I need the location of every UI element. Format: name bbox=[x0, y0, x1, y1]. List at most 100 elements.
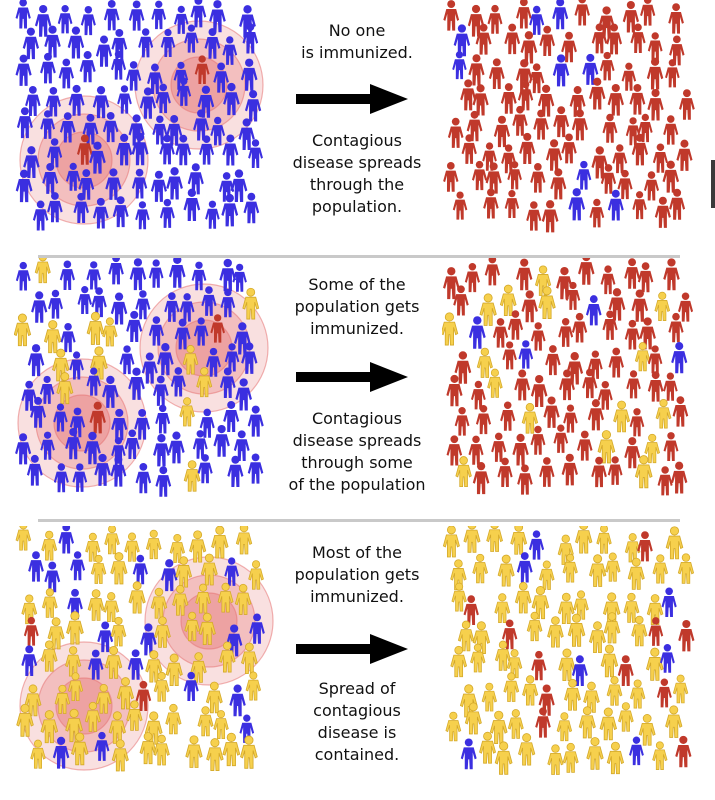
person-icon bbox=[166, 167, 183, 200]
person-icon bbox=[28, 551, 44, 582]
person-icon bbox=[34, 4, 52, 37]
person-icon bbox=[617, 169, 633, 200]
person-icon bbox=[571, 109, 588, 141]
person-icon bbox=[543, 396, 560, 428]
person-icon bbox=[452, 191, 468, 220]
person-icon bbox=[489, 710, 508, 744]
person-icon bbox=[40, 640, 58, 672]
person-icon bbox=[647, 371, 664, 402]
person-icon bbox=[606, 741, 625, 775]
person-icon bbox=[481, 682, 497, 712]
person-icon bbox=[517, 80, 534, 111]
person-icon bbox=[652, 554, 669, 584]
person-icon bbox=[510, 526, 528, 555]
person-icon bbox=[241, 342, 258, 374]
person-icon bbox=[499, 284, 517, 316]
person-icon bbox=[48, 289, 63, 319]
person-icon bbox=[460, 738, 477, 770]
population-before-panel bbox=[14, 0, 274, 250]
person-icon bbox=[591, 456, 607, 488]
person-icon bbox=[631, 289, 649, 322]
person-icon bbox=[676, 139, 693, 171]
scenario-no-immunization: No one is immunized. Contagious disease … bbox=[0, 0, 715, 255]
person-icon bbox=[124, 429, 140, 459]
person-icon bbox=[486, 526, 503, 552]
person-icon bbox=[124, 532, 140, 562]
person-icon bbox=[637, 531, 653, 562]
person-icon bbox=[533, 109, 549, 140]
person-icon bbox=[672, 674, 689, 704]
person-icon bbox=[626, 370, 641, 399]
person-icon bbox=[599, 51, 615, 81]
person-icon bbox=[43, 320, 62, 354]
person-icon bbox=[602, 310, 618, 340]
person-icon bbox=[494, 741, 513, 775]
population-after-panel bbox=[442, 258, 702, 516]
person-icon bbox=[558, 648, 576, 682]
person-icon bbox=[600, 644, 619, 678]
person-icon bbox=[195, 583, 212, 614]
person-icon bbox=[634, 455, 653, 489]
person-icon bbox=[119, 345, 135, 375]
person-icon bbox=[521, 290, 538, 323]
person-icon bbox=[148, 316, 164, 346]
person-icon bbox=[152, 375, 169, 406]
person-icon bbox=[91, 287, 107, 318]
person-icon bbox=[210, 116, 226, 146]
person-icon bbox=[553, 106, 570, 138]
person-icon bbox=[629, 408, 645, 437]
person-icon bbox=[116, 677, 135, 710]
before-caption: Some of the population gets immunized. bbox=[294, 275, 420, 338]
person-icon bbox=[34, 258, 51, 284]
person-icon bbox=[25, 85, 41, 116]
person-icon bbox=[159, 198, 175, 228]
person-icon bbox=[234, 583, 252, 615]
person-icon bbox=[493, 115, 511, 148]
person-icon bbox=[562, 553, 578, 583]
person-icon bbox=[668, 3, 684, 34]
person-icon bbox=[678, 619, 695, 652]
person-icon bbox=[247, 453, 264, 484]
person-icon bbox=[582, 368, 598, 399]
person-icon bbox=[453, 24, 471, 57]
person-icon bbox=[665, 705, 683, 738]
person-icon bbox=[102, 375, 119, 408]
person-icon bbox=[41, 588, 58, 618]
person-icon bbox=[40, 710, 59, 744]
person-icon bbox=[545, 345, 561, 376]
person-icon bbox=[230, 169, 248, 202]
person-icon bbox=[479, 293, 497, 326]
person-icon bbox=[103, 0, 120, 31]
person-icon bbox=[248, 560, 264, 590]
person-icon bbox=[140, 623, 157, 656]
person-icon bbox=[92, 86, 110, 119]
person-icon bbox=[72, 463, 88, 492]
person-icon bbox=[646, 57, 664, 90]
person-icon bbox=[141, 352, 158, 384]
person-icon bbox=[455, 456, 472, 487]
person-icon bbox=[187, 163, 204, 195]
person-icon bbox=[488, 58, 505, 89]
person-icon bbox=[59, 112, 76, 143]
person-icon bbox=[476, 347, 493, 378]
person-icon bbox=[492, 318, 509, 348]
person-icon bbox=[607, 456, 623, 485]
person-icon bbox=[201, 286, 217, 316]
person-icon bbox=[516, 552, 533, 583]
person-icon bbox=[53, 463, 69, 493]
person-icon bbox=[196, 367, 213, 398]
population-before-chart bbox=[15, 526, 274, 772]
person-icon bbox=[213, 62, 229, 93]
person-icon bbox=[475, 404, 492, 435]
person-icon bbox=[110, 455, 127, 487]
person-icon bbox=[644, 433, 661, 464]
person-icon bbox=[464, 702, 482, 735]
person-icon bbox=[491, 432, 507, 462]
person-icon bbox=[135, 463, 152, 494]
person-icon bbox=[15, 0, 31, 29]
person-icon bbox=[128, 581, 146, 614]
person-icon bbox=[624, 437, 641, 469]
person-icon bbox=[139, 732, 157, 765]
person-icon bbox=[193, 317, 209, 346]
